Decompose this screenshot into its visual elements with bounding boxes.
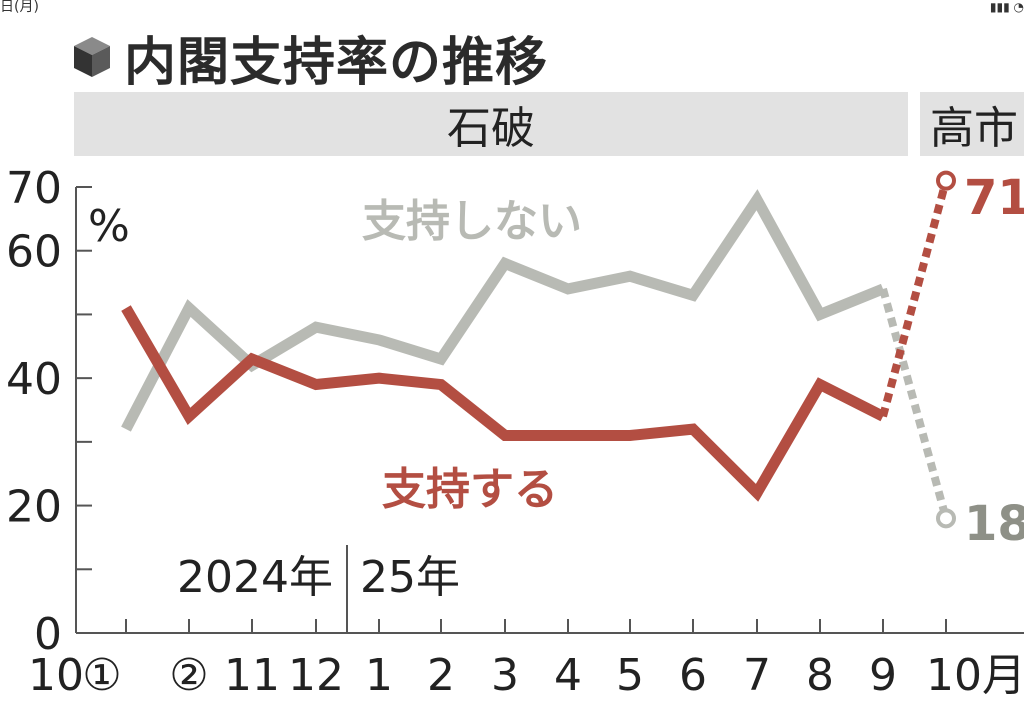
status-bar-date: 日(月)	[0, 0, 39, 15]
series-end-marker-support	[936, 170, 956, 191]
x-tick-label-12: 8	[806, 650, 834, 701]
x-tick-label-4: 12	[288, 650, 344, 701]
era-band-ishiba: 石破	[74, 92, 908, 156]
series-dashed-segment-support	[879, 188, 948, 418]
x-tick-label-11: 7	[743, 650, 771, 701]
x-tick-label-1: ①	[82, 650, 121, 701]
x-tick-label-13: 9	[869, 650, 897, 701]
x-tick-label-8: 4	[554, 650, 582, 701]
series-end-marker-non-support	[936, 508, 956, 529]
year-label-25: 25年	[360, 552, 460, 603]
series-layer	[121, 170, 956, 529]
chart-title: 内閣支持率の推移	[124, 32, 549, 93]
wifi-icon: ◔	[1013, 0, 1024, 14]
x-tick-label-7: 3	[491, 650, 519, 701]
x-tick-label-3: 11	[224, 650, 280, 701]
cube-icon	[74, 37, 110, 77]
y-tick-label-40: 40	[6, 354, 62, 405]
x-tick-label-10: 6	[679, 650, 707, 701]
x-tick-label-14: 10月	[926, 650, 1024, 701]
x-tick-label-9: 5	[616, 650, 644, 701]
x-tick-label-0: 10	[28, 650, 84, 701]
end-label-support: 71	[964, 170, 1024, 226]
axis-layer	[75, 186, 1024, 634]
year-label-2024: 2024年	[177, 552, 333, 603]
series-dashed-segment-non-support	[879, 287, 948, 511]
status-bar-icons: ▮▮▮ ◔	[990, 0, 1024, 14]
x-tick-label-2: ②	[169, 650, 208, 701]
x-tick-label-6: 2	[427, 650, 455, 701]
y-tick-label-0: 0	[34, 609, 62, 660]
end-label-non-support: 18	[964, 496, 1024, 552]
series-label-support: 支持する	[382, 464, 558, 515]
y-tick-label-70: 70	[6, 163, 62, 214]
signal-icon: ▮▮▮	[989, 0, 1010, 14]
chart-title-row: 内閣支持率の推移	[72, 22, 549, 93]
y-tick-label-20: 20	[6, 482, 62, 533]
series-line-support	[121, 305, 886, 502]
series-label-non-support: 支持しない	[362, 196, 582, 247]
era-bands: 石破 高市	[0, 92, 1024, 156]
y-axis-unit-label: %	[88, 201, 130, 252]
era-band-takaichi: 高市	[920, 92, 1024, 156]
y-tick-label-60: 60	[6, 227, 62, 278]
x-tick-label-5: 1	[365, 650, 393, 701]
